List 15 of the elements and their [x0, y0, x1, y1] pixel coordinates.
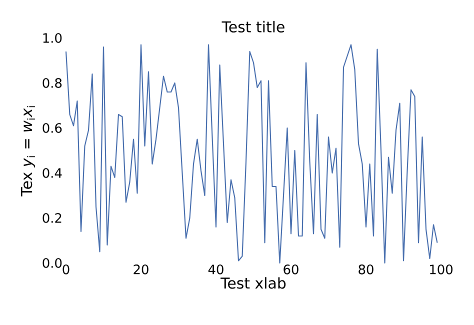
x-axis-title: Test xlab — [220, 277, 286, 289]
x-tick-label: 60 — [284, 264, 298, 274]
chart-title: Test title — [222, 20, 284, 32]
y-axis-title: Tex y$_{i}$ = w$_{i}$x$_{i}$ — [21, 106, 36, 196]
x-tick-label: 100 — [430, 264, 452, 274]
y-tick-label: 0.6 — [42, 123, 62, 133]
y-tick-label: 0.8 — [42, 78, 62, 88]
y-tick-label: 0.4 — [42, 168, 62, 178]
x-tick-label: 0 — [62, 264, 70, 274]
x-tick-label: 40 — [208, 264, 224, 274]
y-tick-label: 0.2 — [42, 213, 62, 223]
x-tick-label: 80 — [358, 264, 374, 274]
y-tick-label: 1.0 — [43, 33, 62, 43]
x-tick-label: 20 — [134, 264, 148, 274]
y-tick-label: 0.0 — [42, 258, 62, 268]
